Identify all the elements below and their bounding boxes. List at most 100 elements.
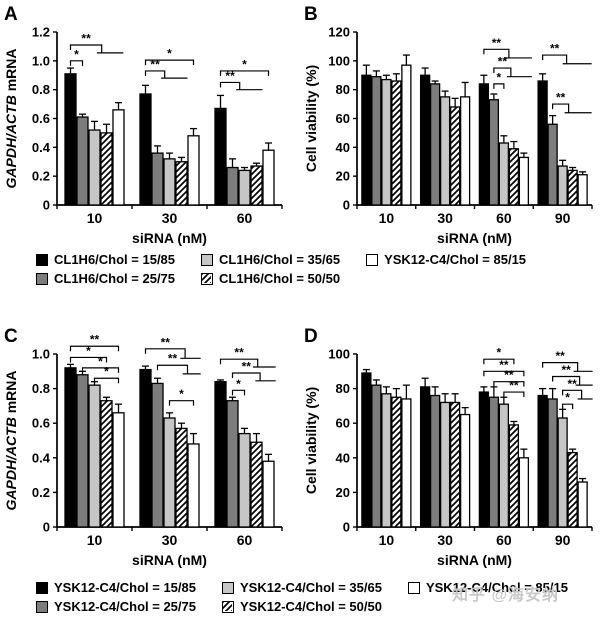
- bar: [577, 481, 588, 528]
- sig-label: *: [565, 391, 570, 405]
- sig-bracket: [219, 81, 241, 90]
- legend-swatch-lightGray-icon: [221, 581, 234, 594]
- bar: [100, 132, 113, 206]
- y-tick-label: 100: [328, 53, 350, 68]
- legend-label: YSK12-C4/Chol = 25/75: [54, 599, 196, 614]
- sig-label: **: [555, 349, 565, 363]
- y-axis-title: Cell viability (%): [303, 387, 319, 494]
- bar: [577, 174, 588, 206]
- bar: [488, 99, 500, 206]
- panel-a-chart: A 0 0.2 0.4 0.6 0.8 1.0 1.2 10 30 60 siRNA (nM) GAPD…: [0, 0, 300, 252]
- legend-swatch-white-icon: [366, 253, 379, 266]
- legend-label: CL1H6/Chol = 25/75: [54, 271, 176, 286]
- legend-item-ysk12-0: YSK12-C4/Chol = 15/85: [36, 580, 196, 595]
- sig-bracket: [231, 372, 261, 381]
- sig-label: **: [492, 36, 502, 50]
- bar: [250, 165, 263, 206]
- sig-label: **: [504, 368, 514, 382]
- legend-label: CL1H6/Chol = 15/85: [54, 252, 176, 267]
- sig-label: **: [81, 31, 91, 45]
- sig-bracket: [552, 103, 570, 113]
- chart-svg: D 0 20 40 60 80 100 10 30 60 90 siRNA (nM) Cell viab…: [303, 326, 593, 568]
- bar: [151, 382, 164, 528]
- sig-label: *: [74, 47, 79, 61]
- bar: [226, 400, 239, 528]
- bar: [112, 412, 125, 528]
- sig-label: **: [234, 346, 244, 360]
- legend-swatch-lightGray-icon: [201, 253, 214, 266]
- y-tick-label: 80: [336, 381, 350, 396]
- y-tick-label: 60: [336, 416, 350, 431]
- y-tick-label: 0: [343, 520, 350, 535]
- bar: [64, 73, 77, 206]
- panel-letter: B: [304, 4, 318, 25]
- bar: [238, 169, 251, 206]
- y-tick-label: 0.4: [32, 140, 51, 155]
- bar: [139, 368, 152, 528]
- bar: [567, 451, 578, 528]
- bar: [459, 413, 471, 528]
- bar: [381, 78, 392, 206]
- bar: [262, 460, 275, 528]
- bar: [88, 129, 101, 206]
- legend-item-cl1h6-1: CL1H6/Chol = 25/75: [36, 271, 175, 286]
- bar: [478, 391, 490, 528]
- legend-label: CL1H6/Chol = 35/65: [219, 252, 341, 267]
- bar: [371, 76, 382, 206]
- sig-bracket: [483, 358, 515, 365]
- y-tick-label: 1.0: [32, 347, 50, 362]
- x-group-label: 30: [162, 210, 178, 226]
- legend-swatch-white-icon: [407, 581, 420, 594]
- x-group-label: 90: [555, 532, 571, 548]
- y-tick-label: 40: [336, 140, 350, 155]
- legend-item-cl1h6-0: CL1H6/Chol = 15/85: [36, 252, 175, 267]
- bar: [361, 74, 372, 206]
- legend-label: YSK12-C4/Chol = 85/15: [384, 252, 527, 267]
- bar: [537, 394, 548, 528]
- bar: [76, 116, 89, 206]
- sig-bracket: [483, 48, 510, 58]
- bar: [139, 93, 152, 206]
- x-group-label: 30: [437, 210, 453, 226]
- x-axis-title: siRNA (nM): [437, 230, 512, 246]
- bar: [88, 384, 101, 528]
- bar: [459, 96, 471, 206]
- x-group-label: 60: [237, 532, 253, 548]
- bar: [175, 427, 188, 528]
- bar: [163, 417, 176, 528]
- panel-letter: D: [304, 326, 318, 347]
- sig-label: *: [104, 365, 109, 379]
- sig-bracket: [69, 345, 120, 352]
- sig-bracket: [219, 70, 270, 76]
- sig-label: *: [167, 47, 172, 61]
- bar: [518, 156, 530, 206]
- y-axis-title: Cell viability (%): [303, 65, 319, 172]
- sig-bracket: [503, 391, 525, 398]
- sig-bracket: [219, 358, 259, 367]
- x-group-label: 10: [87, 532, 103, 548]
- bar: [429, 394, 441, 528]
- bar: [112, 109, 125, 206]
- y-tick-label: 1.0: [32, 53, 50, 68]
- y-tick-label: 0.6: [32, 111, 50, 126]
- bar: [518, 457, 530, 528]
- y-tick-label: 0: [43, 198, 50, 213]
- legend-swatch-hatch-icon: [221, 600, 234, 613]
- y-tick-label: 120: [328, 25, 350, 40]
- bar: [547, 398, 558, 528]
- y-tick-label: 0.4: [32, 450, 51, 465]
- bar: [163, 158, 176, 206]
- bar: [64, 367, 77, 528]
- sig-label: **: [168, 352, 178, 366]
- legend-swatch-darkGray-icon: [36, 600, 48, 613]
- sig-bracket: [542, 54, 568, 64]
- bar: [262, 149, 275, 206]
- y-axis-title: GAPDH/ACTB mRNA: [3, 48, 19, 188]
- bar: [381, 393, 392, 528]
- legend-label: YSK12-C4/Chol = 85/15: [425, 580, 568, 595]
- legend-swatch-hatch-icon: [201, 272, 214, 285]
- x-axis-title: siRNA (nM): [437, 552, 512, 568]
- sig-bracket: [69, 60, 84, 66]
- bar: [557, 165, 568, 206]
